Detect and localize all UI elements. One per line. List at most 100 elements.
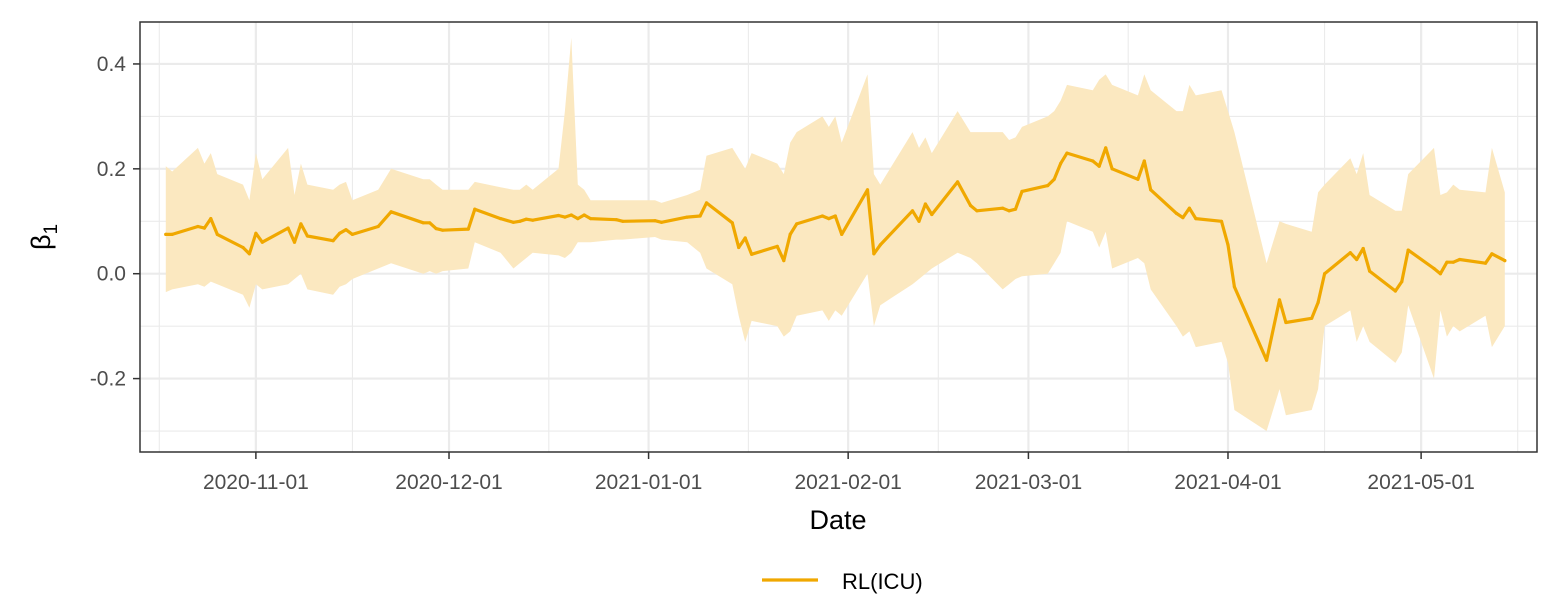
data-point xyxy=(1406,248,1410,252)
data-point xyxy=(968,203,973,208)
data-point xyxy=(730,221,734,225)
data-point xyxy=(1265,358,1269,362)
data-point xyxy=(1323,272,1327,276)
x-tick-label: 2021-04-01 xyxy=(1174,471,1281,494)
data-point xyxy=(1458,257,1462,262)
confidence-band xyxy=(165,37,1505,431)
data-point xyxy=(466,227,470,231)
data-point xyxy=(1368,269,1372,273)
data-point xyxy=(1445,260,1449,264)
data-point xyxy=(1451,260,1455,264)
data-point xyxy=(1393,289,1397,293)
data-point xyxy=(531,218,535,222)
data-point xyxy=(865,188,870,192)
y-tick-label: 0.0 xyxy=(97,263,126,286)
data-point xyxy=(338,231,342,235)
data-point xyxy=(917,219,921,223)
data-point xyxy=(1361,246,1365,251)
y-axis-title: β1 xyxy=(26,224,62,250)
data-point xyxy=(215,232,219,236)
data-point xyxy=(653,219,657,223)
data-point xyxy=(930,212,934,217)
data-point xyxy=(196,224,200,229)
data-point xyxy=(1310,316,1314,320)
data-point xyxy=(1503,259,1507,263)
data-point xyxy=(788,232,792,236)
data-point xyxy=(434,227,438,231)
data-point xyxy=(698,214,702,218)
data-point xyxy=(209,217,213,221)
data-point xyxy=(704,201,709,205)
y-axis-title-subscript: 1 xyxy=(41,224,62,235)
data-point xyxy=(305,234,309,238)
data-point xyxy=(1277,298,1282,302)
data-point xyxy=(350,232,354,236)
plot-border xyxy=(139,21,1538,453)
data-point xyxy=(1059,162,1063,166)
y-tick-label: 0.4 xyxy=(97,53,127,76)
x-axis: 2020-11-01 2020-12-01 2021-01-01 2021-02-01… xyxy=(203,452,1475,494)
data-point xyxy=(556,213,561,218)
data-point xyxy=(975,209,979,213)
data-point xyxy=(286,226,290,230)
data-point xyxy=(840,232,844,236)
data-point xyxy=(1194,217,1198,221)
data-point xyxy=(956,180,960,184)
data-point xyxy=(621,219,625,223)
series-points xyxy=(164,146,1507,362)
x-tick-label: 2020-12-01 xyxy=(395,471,502,494)
data-point xyxy=(441,228,445,232)
data-point xyxy=(910,209,915,213)
data-point xyxy=(775,244,779,248)
data-point xyxy=(833,214,837,218)
x-tick-label: 2021-02-01 xyxy=(794,471,901,494)
data-point xyxy=(1052,177,1056,181)
data-point xyxy=(782,259,786,263)
data-point xyxy=(511,220,515,224)
data-point xyxy=(1136,177,1140,181)
data-point xyxy=(1348,251,1352,255)
data-point xyxy=(524,217,528,221)
data-point xyxy=(737,245,741,250)
data-point xyxy=(389,210,393,214)
data-point xyxy=(1046,184,1050,188)
data-point xyxy=(164,232,168,236)
data-point xyxy=(1483,261,1488,265)
data-point xyxy=(923,202,928,206)
data-point xyxy=(589,217,593,221)
data-point xyxy=(1110,167,1114,171)
data-point xyxy=(1232,285,1236,289)
x-tick-label: 2021-05-01 xyxy=(1367,471,1474,494)
data-point xyxy=(1432,266,1436,271)
y-axis-title-symbol: β xyxy=(26,235,56,251)
data-point xyxy=(1400,280,1404,284)
data-point xyxy=(685,215,689,219)
data-point xyxy=(518,219,522,223)
data-point xyxy=(1097,164,1101,168)
legend-label-rl-icu: RL(ICU) xyxy=(842,569,923,594)
data-point xyxy=(1065,151,1069,155)
data-point xyxy=(241,245,245,250)
data-point xyxy=(170,232,174,236)
data-point xyxy=(563,215,567,219)
data-point xyxy=(260,240,264,244)
data-point xyxy=(1149,188,1153,192)
y-axis: -0.2 0.0 0.2 0.4 xyxy=(90,53,140,391)
data-point xyxy=(1438,272,1442,276)
data-point xyxy=(1219,219,1224,223)
data-point xyxy=(1007,209,1011,213)
data-point xyxy=(820,214,825,218)
data-point xyxy=(1181,216,1185,220)
data-point xyxy=(292,240,297,244)
data-point xyxy=(659,220,664,224)
data-point xyxy=(1187,206,1191,210)
data-point xyxy=(1226,243,1230,247)
data-point xyxy=(1316,300,1320,305)
x-tick-label: 2021-03-01 xyxy=(975,471,1082,494)
data-point xyxy=(421,221,425,225)
data-point xyxy=(1142,159,1146,163)
x-tick-label: 2020-11-01 xyxy=(203,471,309,494)
data-point xyxy=(1174,211,1179,215)
data-point xyxy=(428,221,432,225)
